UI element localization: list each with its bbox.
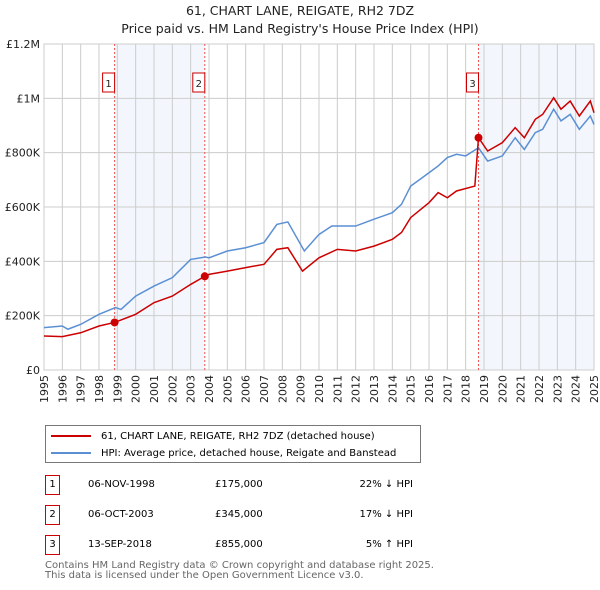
x-tick-label: 2016 (423, 375, 436, 403)
y-tick-label: £400K (5, 255, 41, 268)
transaction-number: 3 (45, 535, 60, 555)
plot-frame (43, 43, 595, 371)
x-tick-label: 2011 (331, 375, 344, 403)
x-tick-label: 1997 (75, 375, 88, 403)
x-tick-label: 2000 (130, 375, 143, 403)
x-tick-label: 2020 (496, 375, 509, 403)
x-tick-label: 2010 (313, 375, 326, 403)
x-tick-label: 2012 (350, 375, 363, 403)
transaction-hpi: 5% ↑ HPI (365, 539, 413, 550)
y-tick-label: £600K (5, 201, 41, 214)
series-line (43, 96, 595, 338)
transaction-row: 2 06-OCT-2003 £345,000 17% ↓ HPI (45, 505, 465, 525)
legend-swatch (51, 435, 91, 437)
transaction-price: £855,000 (215, 539, 263, 550)
sale-point (200, 272, 209, 281)
transaction-number: 1 (45, 475, 60, 495)
transaction-hpi: 17% ↓ HPI (359, 509, 413, 520)
x-tick-label: 2023 (551, 375, 564, 403)
legend-item-hpi: HPI: Average price, detached house, Reig… (51, 445, 396, 461)
footer-line: Contains HM Land Registry data © Crown c… (45, 560, 434, 571)
x-tick-label: 2009 (295, 375, 308, 403)
chart-subtitle: Price paid vs. HM Land Registry's House … (121, 21, 479, 36)
sale-label: 3 (469, 79, 475, 90)
y-tick-label: £1.2M (6, 38, 40, 51)
sale-label-box (102, 72, 116, 93)
x-tick-label: 2018 (460, 375, 473, 403)
legend-label: HPI: Average price, detached house, Reig… (101, 447, 397, 459)
x-tick-label: 2017 (441, 375, 454, 403)
y-tick-label: £800K (5, 147, 41, 160)
x-tick-label: 2015 (405, 375, 418, 403)
x-tick-label: 2022 (533, 375, 546, 403)
y-tick-label: £1M (17, 92, 41, 105)
y-tick-label: £0 (26, 364, 40, 377)
transaction-date: 06-NOV-1998 (88, 479, 155, 490)
x-tick-label: 2014 (386, 375, 399, 403)
x-tick-label: 1999 (111, 375, 124, 403)
x-tick-label: 2007 (258, 375, 271, 403)
sale-point (474, 133, 483, 142)
sale-label: 1 (105, 79, 111, 90)
x-tick-label: 2025 (588, 375, 600, 403)
transaction-row: 3 13-SEP-2018 £855,000 5% ↑ HPI (45, 535, 465, 555)
sale-label-box (466, 72, 479, 93)
x-tick-label: 2004 (203, 375, 216, 403)
series-line (43, 107, 595, 331)
x-tick-label: 2003 (185, 375, 198, 403)
x-tick-label: 2006 (240, 375, 253, 403)
sale-label: 2 (196, 79, 202, 90)
x-tick-label: 2008 (276, 375, 289, 403)
x-tick-label: 2021 (515, 375, 528, 403)
x-tick-label: 2024 (570, 375, 583, 403)
legend-swatch (51, 452, 91, 454)
transaction-number: 2 (45, 505, 60, 525)
transaction-price: £175,000 (215, 479, 263, 490)
x-tick-label: 2019 (478, 375, 491, 403)
legend-label: 61, CHART LANE, REIGATE, RH2 7DZ (detach… (101, 430, 375, 442)
x-tick-label: 1996 (56, 375, 69, 403)
footer-line: This data is licensed under the Open Gov… (45, 570, 364, 581)
y-tick-label: £200K (5, 310, 41, 323)
x-tick-label: 2013 (368, 375, 381, 403)
price-chart: 1995 1996 1997 1998 1999 2000 2001 2002 2003 2004… (5, 38, 600, 403)
x-tick-label: 1998 (93, 375, 106, 403)
transaction-date: 13-SEP-2018 (88, 539, 152, 550)
x-tick-label: 2001 (148, 375, 161, 403)
transaction-price: £345,000 (215, 509, 263, 520)
sale-point (110, 318, 119, 327)
legend-item-property: 61, CHART LANE, REIGATE, RH2 7DZ (detach… (51, 428, 375, 444)
transaction-date: 06-OCT-2003 (88, 509, 154, 520)
x-tick-label: 2002 (166, 375, 179, 403)
x-tick-label: 2005 (221, 375, 234, 403)
legend: 61, CHART LANE, REIGATE, RH2 7DZ (detach… (45, 425, 421, 463)
chart-title: 61, CHART LANE, REIGATE, RH2 7DZ (185, 3, 415, 18)
footer: Contains HM Land Registry data © Crown c… (45, 561, 434, 581)
transaction-hpi: 22% ↓ HPI (359, 479, 413, 490)
transaction-row: 1 06-NOV-1998 £175,000 22% ↓ HPI (45, 475, 465, 495)
x-tick-label: 1995 (38, 375, 51, 403)
sale-label-box (192, 72, 206, 93)
